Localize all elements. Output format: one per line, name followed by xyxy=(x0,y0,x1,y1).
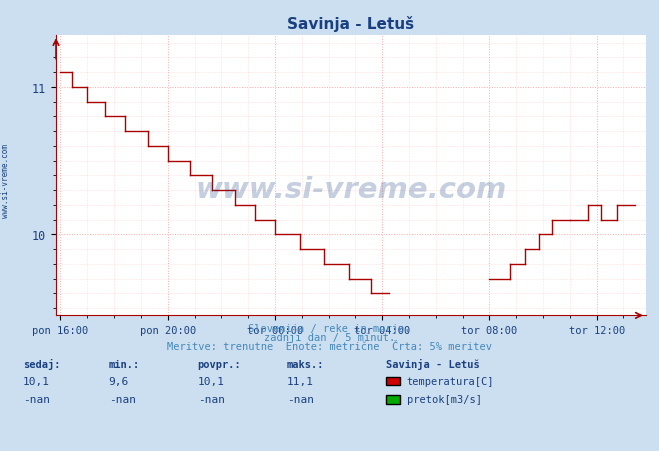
Text: 11,1: 11,1 xyxy=(287,376,314,386)
Text: 9,6: 9,6 xyxy=(109,376,129,386)
Text: min.:: min.: xyxy=(109,359,140,369)
Text: povpr.:: povpr.: xyxy=(198,359,241,369)
Text: temperatura[C]: temperatura[C] xyxy=(407,376,494,386)
Title: Savinja - Letuš: Savinja - Letuš xyxy=(287,16,415,32)
Text: 10,1: 10,1 xyxy=(23,376,50,386)
Text: zadnji dan / 5 minut.: zadnji dan / 5 minut. xyxy=(264,332,395,342)
Text: -nan: -nan xyxy=(109,394,136,404)
Text: -nan: -nan xyxy=(198,394,225,404)
Text: Savinja - Letuš: Savinja - Letuš xyxy=(386,359,479,369)
Text: www.si-vreme.com: www.si-vreme.com xyxy=(195,176,507,204)
Text: sedaj:: sedaj: xyxy=(23,359,61,369)
Text: www.si-vreme.com: www.si-vreme.com xyxy=(1,143,10,217)
Text: -nan: -nan xyxy=(287,394,314,404)
Text: Meritve: trenutne  Enote: metrične  Črta: 5% meritev: Meritve: trenutne Enote: metrične Črta: … xyxy=(167,341,492,351)
Text: Slovenija / reke in morje.: Slovenija / reke in morje. xyxy=(248,323,411,333)
Text: 10,1: 10,1 xyxy=(198,376,225,386)
Text: -nan: -nan xyxy=(23,394,50,404)
Text: maks.:: maks.: xyxy=(287,359,324,369)
Text: pretok[m3/s]: pretok[m3/s] xyxy=(407,394,482,404)
